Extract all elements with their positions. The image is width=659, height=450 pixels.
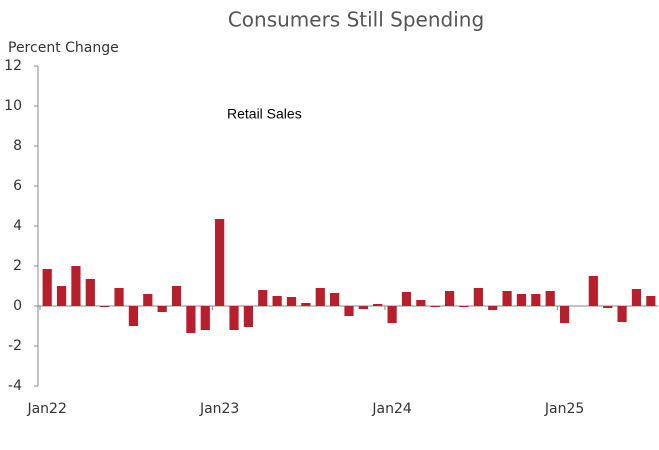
bar (85, 279, 95, 306)
y-axis-label: Percent Change (8, 40, 119, 56)
y-tick-label: 12 (4, 58, 22, 74)
bar (186, 306, 196, 333)
x-tick-label: Jan24 (371, 401, 411, 417)
y-tick-label: 4 (13, 218, 22, 234)
bar (545, 291, 555, 306)
x-tick-label: Jan22 (26, 401, 66, 417)
bar (459, 306, 469, 307)
y-tick-label: -2 (8, 338, 22, 354)
bar (387, 306, 397, 323)
bar (286, 297, 297, 306)
bar (531, 294, 541, 306)
y-tick-label: 10 (4, 98, 22, 114)
bar (200, 306, 210, 330)
bar (330, 293, 340, 306)
bar (301, 303, 311, 306)
y-tick-label: 6 (13, 178, 22, 194)
bar (229, 306, 239, 330)
bar (401, 292, 412, 306)
bar (603, 306, 613, 308)
bar (559, 306, 570, 323)
bar (315, 288, 325, 306)
bar (646, 296, 656, 306)
y-tick-label: 0 (13, 298, 22, 314)
bar (344, 306, 354, 316)
bar (71, 266, 81, 306)
bar (430, 306, 440, 307)
bar (215, 219, 225, 306)
y-tick-label: 2 (13, 258, 22, 274)
bar (416, 300, 426, 306)
bar (143, 294, 153, 306)
bar (445, 291, 455, 306)
bar (56, 286, 67, 306)
bar (588, 276, 598, 306)
bar (243, 306, 253, 327)
x-tick-label: Jan25 (544, 401, 584, 417)
bar (373, 304, 383, 306)
bar (488, 306, 498, 310)
y-tick-label: -4 (8, 378, 22, 394)
bar (502, 291, 512, 306)
bar (114, 288, 124, 306)
bar (358, 306, 368, 309)
y-tick-label: 8 (13, 138, 22, 154)
x-tick-label: Jan23 (199, 401, 239, 417)
annotation: Retail Sales (227, 106, 302, 122)
bar (617, 306, 627, 322)
bar (171, 286, 182, 306)
bar (516, 294, 527, 306)
bar (473, 288, 483, 306)
bar (157, 306, 167, 312)
bar (258, 290, 268, 306)
bar (272, 296, 282, 306)
bar (631, 289, 642, 306)
chart-title: Consumers Still Spending (228, 8, 484, 32)
bar (42, 269, 52, 306)
bar (100, 306, 110, 307)
bar (128, 306, 139, 326)
